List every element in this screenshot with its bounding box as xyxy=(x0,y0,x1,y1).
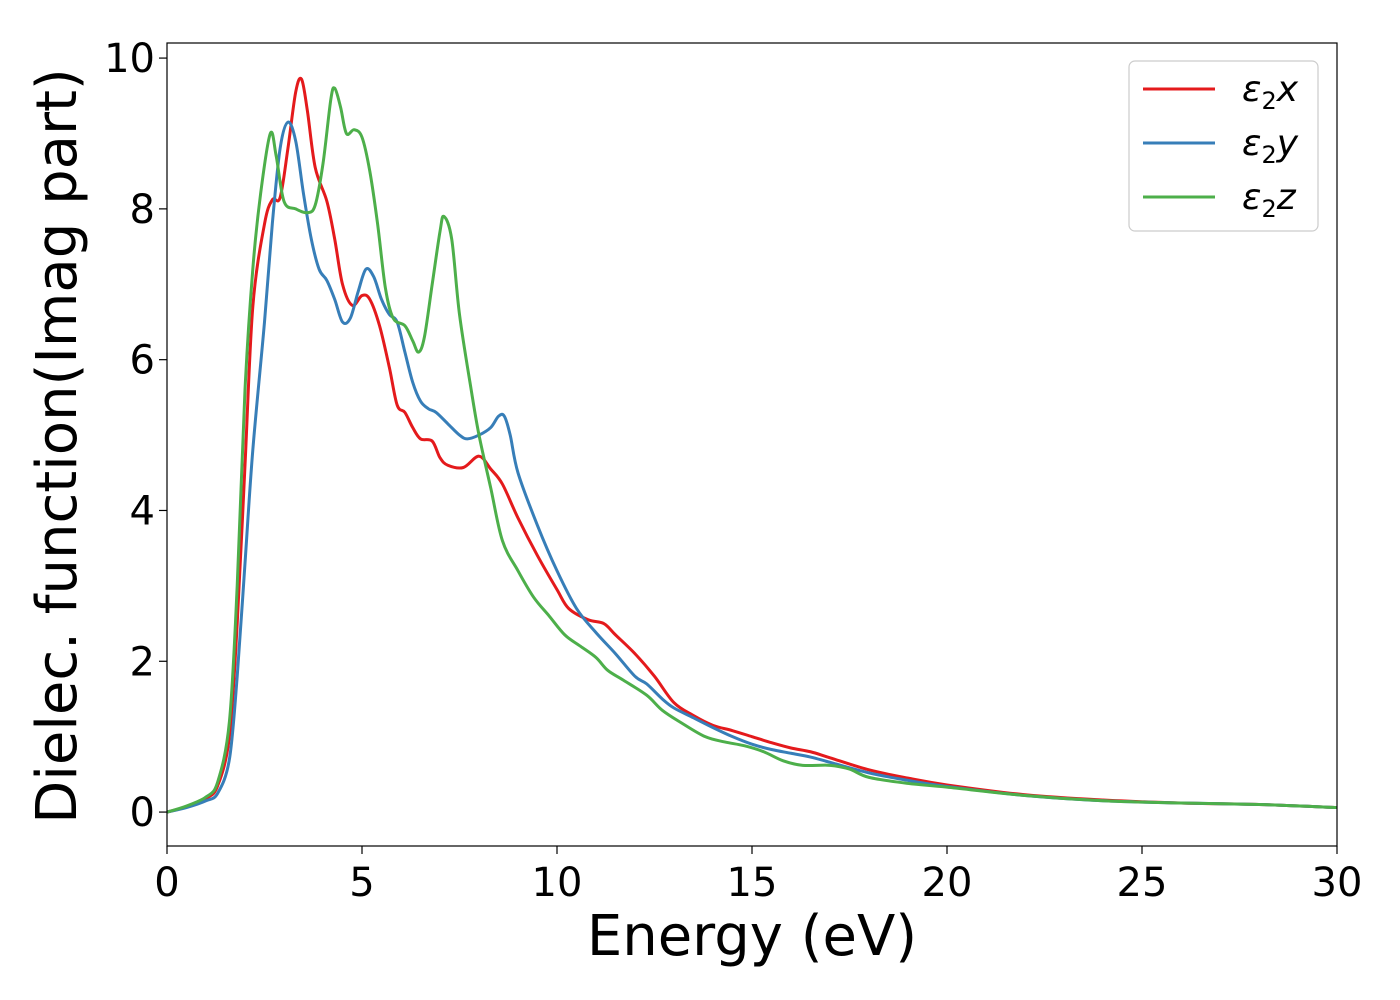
legend-items: ε2x ε2y ε2z xyxy=(1143,69,1299,223)
legend: ε2x ε2y ε2z xyxy=(1128,60,1319,232)
x-tick-label: 25 xyxy=(1117,860,1168,906)
y-tick-label: 2 xyxy=(130,639,155,685)
series-line-y xyxy=(167,120,1337,814)
y-tick-label: 8 xyxy=(130,187,155,233)
x-tick-label: 10 xyxy=(532,860,583,906)
y-tick-label: 4 xyxy=(130,488,155,534)
y-tick-label: 10 xyxy=(104,36,155,82)
y-tick-label: 6 xyxy=(130,338,155,384)
x-tick-label: 0 xyxy=(154,860,179,906)
legend-label-z: ε2z xyxy=(1242,177,1297,223)
legend-label-x: ε2x xyxy=(1242,69,1299,115)
x-tick-label: 20 xyxy=(922,860,973,906)
legend-box xyxy=(1128,60,1319,232)
y-tick-label: 0 xyxy=(130,790,155,836)
y-axis-title: Dielec. function(Imag part) xyxy=(25,68,90,824)
legend-label-y: ε2y xyxy=(1242,123,1299,169)
series-line-z xyxy=(167,86,1337,814)
x-tick-label: 5 xyxy=(349,860,374,906)
x-tick-label: 30 xyxy=(1312,860,1363,906)
series-layer xyxy=(167,76,1337,814)
x-tick-label: 15 xyxy=(727,860,778,906)
ticks-layer: 0 5 10 15 20 25 30 0 2 4 6 8 10 xyxy=(104,36,1362,906)
series-line-x xyxy=(167,76,1337,814)
x-axis-title: Energy (eV) xyxy=(587,904,917,969)
